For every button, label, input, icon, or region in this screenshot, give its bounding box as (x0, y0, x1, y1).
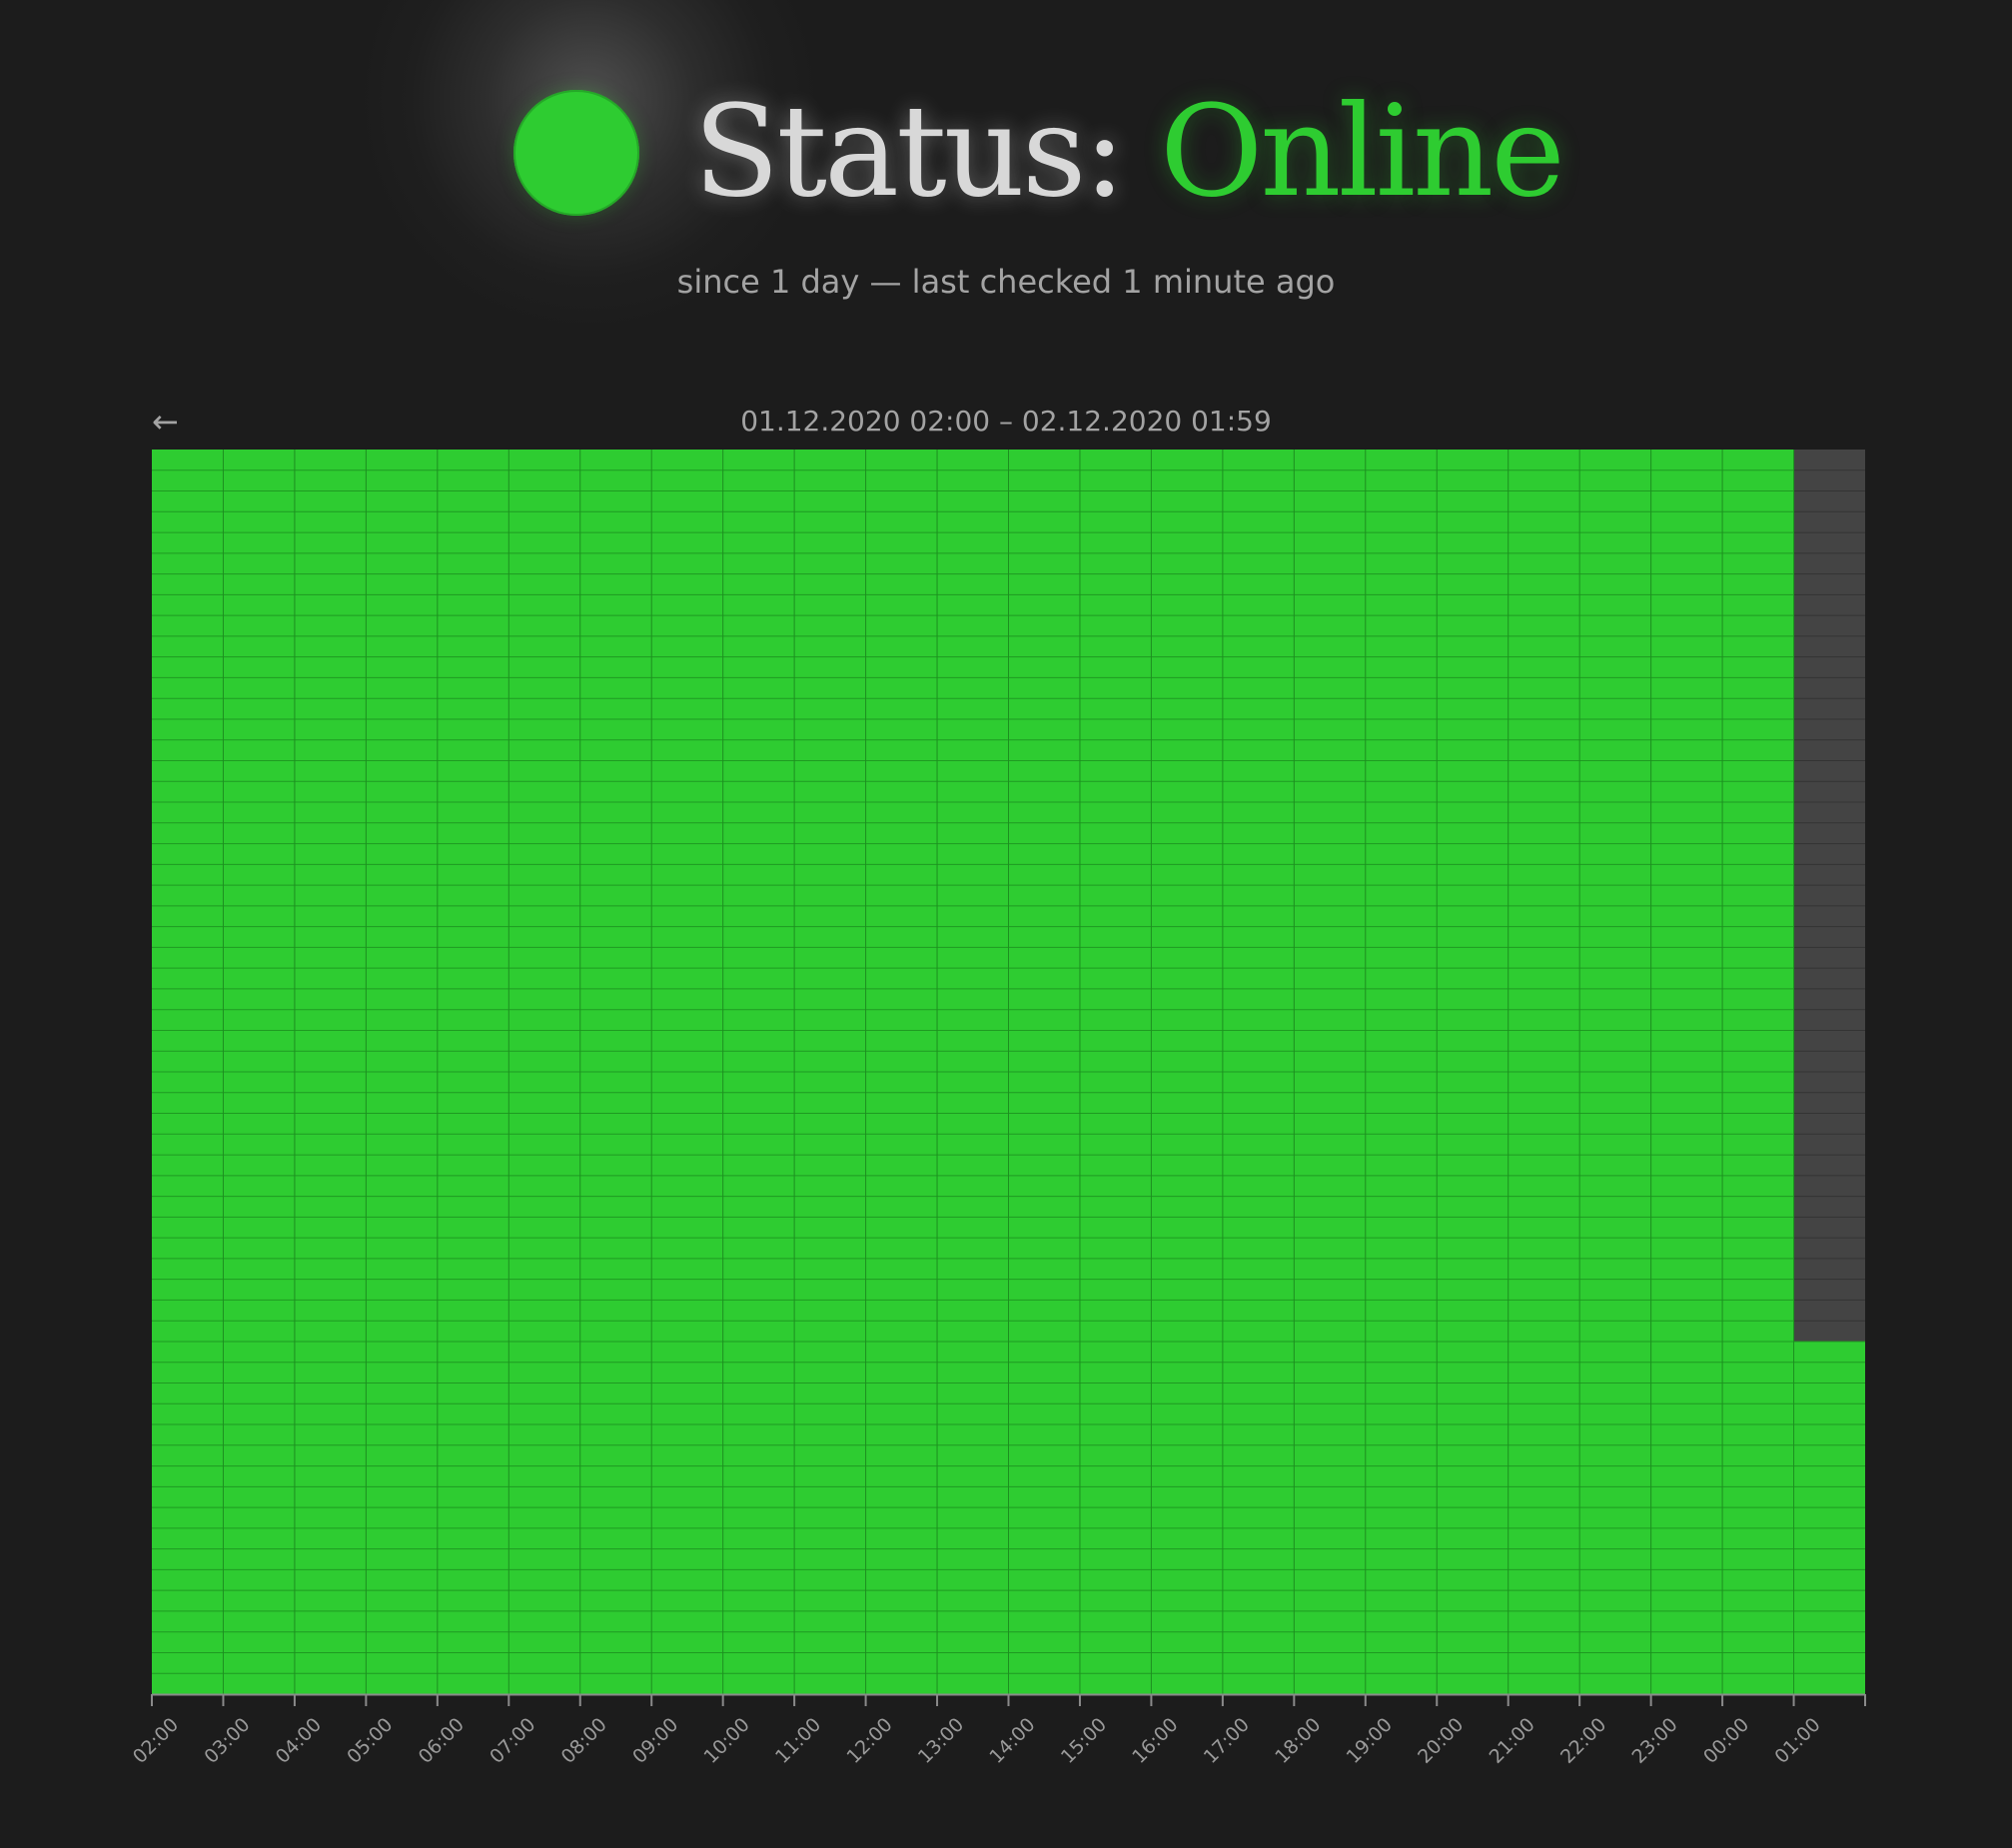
range-navigation: ← 01.12.2020 02:00 – 02.12.2020 01:59 (0, 398, 2012, 448)
x-tick-label: 22:00 (1556, 1714, 1610, 1768)
x-tick-label: 17:00 (1200, 1714, 1254, 1768)
heatmap-column (651, 450, 723, 1694)
heatmap-column (1793, 450, 1865, 1694)
x-tick-label: 02:00 (129, 1714, 183, 1768)
status-heading: Status: Online (693, 72, 1565, 232)
previous-range-arrow-icon[interactable]: ← (152, 403, 179, 441)
heatmap-column (366, 450, 438, 1694)
x-tick-label: 15:00 (1057, 1714, 1111, 1768)
heatmap-column (1008, 450, 1080, 1694)
heatmap-column (1579, 450, 1651, 1694)
no-data-block (1793, 450, 1865, 1342)
x-tick-label: 08:00 (557, 1714, 611, 1768)
x-tick-label: 16:00 (1128, 1714, 1182, 1768)
x-tick-label: 06:00 (415, 1714, 469, 1768)
status-subtitle: since 1 day — last checked 1 minute ago (676, 263, 1336, 301)
heatmap-column (1151, 450, 1223, 1694)
heatmap-column (294, 450, 367, 1694)
status-header: Status: Online since 1 day — last checke… (0, 0, 2012, 340)
online-block (1793, 1341, 1865, 1694)
heatmap-column (1722, 450, 1794, 1694)
heatmap-column (508, 450, 580, 1694)
x-tick-label: 23:00 (1627, 1714, 1681, 1768)
x-tick-label: 10:00 (700, 1714, 754, 1768)
x-tick-label: 14:00 (985, 1714, 1039, 1768)
x-tick-label: 05:00 (343, 1714, 397, 1768)
heatmap-column (1650, 450, 1723, 1694)
x-tick-label: 18:00 (1271, 1714, 1325, 1768)
x-tick-label: 00:00 (1699, 1714, 1753, 1768)
heatmap-column (937, 450, 1009, 1694)
x-tick-label: 11:00 (771, 1714, 825, 1768)
heatmap-column (1437, 450, 1509, 1694)
x-tick-label: 20:00 (1414, 1714, 1468, 1768)
x-tick-label: 12:00 (842, 1714, 896, 1768)
x-tick-label: 21:00 (1486, 1714, 1539, 1768)
heatmap-column (1365, 450, 1438, 1694)
heatmap-column (865, 450, 938, 1694)
heatmap-column (437, 450, 509, 1694)
x-tick-label: 19:00 (1343, 1714, 1397, 1768)
heatmap-column (1222, 450, 1295, 1694)
x-tick-label: 09:00 (628, 1714, 682, 1768)
heatmap-column (223, 450, 295, 1694)
heatmap-column (1294, 450, 1366, 1694)
heatmap-column (152, 450, 224, 1694)
heatmap-column (1508, 450, 1580, 1694)
heatmap-column (579, 450, 652, 1694)
status-label: Status: (693, 78, 1126, 225)
x-tick-label: 04:00 (272, 1714, 326, 1768)
date-range-label: 01.12.2020 02:00 – 02.12.2020 01:59 (740, 405, 1272, 438)
x-tick-label: 01:00 (1770, 1714, 1824, 1768)
heatmap-column (722, 450, 795, 1694)
x-tick-label: 03:00 (200, 1714, 254, 1768)
x-tick-label: 13:00 (914, 1714, 968, 1768)
status-indicator-dot (513, 90, 639, 216)
heatmap-column (794, 450, 866, 1694)
status-value: Online (1160, 78, 1565, 225)
x-tick-label: 07:00 (486, 1714, 539, 1768)
heatmap-column (1079, 450, 1152, 1694)
